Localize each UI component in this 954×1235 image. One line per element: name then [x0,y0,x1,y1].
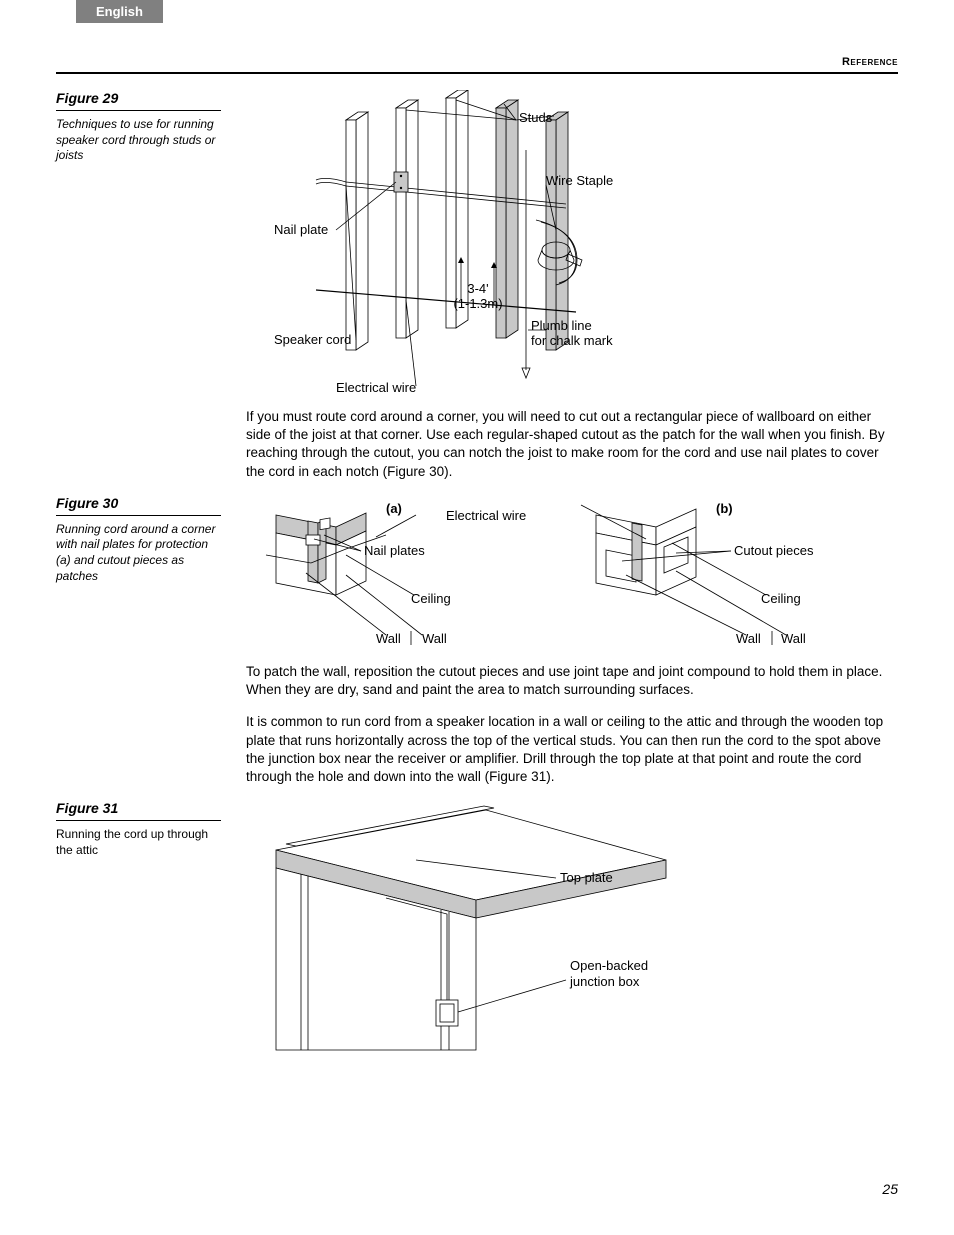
figure-30-diagram: (a) Electrical wire Nail plates Ceiling … [246,495,898,655]
figure-30-block: Figure 30 Running cord around a corner w… [56,495,898,655]
label-junction-1: Open-backed [570,958,648,973]
label-distance-1: 3-4' [467,281,488,296]
label-cutout: Cutout pieces [734,543,814,558]
figure-29-caption: Techniques to use for running speaker co… [56,117,221,164]
figure-29-diagram: Studs Wire Staple Nail plate 3-4' (1-1.3… [246,90,898,400]
label-wall-a2: Wall [422,631,447,646]
label-electrical-wire: Electrical wire [336,380,416,395]
label-plumb-1: Plumb line [531,318,592,333]
figure-31-diagram: Top plate Open-backed junction box [246,800,898,1060]
section-header: Reference [56,56,898,68]
label-wall-b2: Wall [781,631,806,646]
figure-31-block: Figure 31 Running the cord up through th… [56,800,898,1060]
label-distance-2: (1-1.3m) [453,296,502,311]
label-a: (a) [386,501,402,516]
figure-29-caption-col: Figure 29 Techniques to use for running … [56,90,246,164]
figure-31-caption: Running the cord up through the attic [56,827,221,858]
header-rule [56,72,898,74]
label-nail-plates: Nail plates [364,543,425,558]
label-nail-plate: Nail plate [274,222,328,237]
label-wall-b1: Wall [736,631,761,646]
label-junction-2: junction box [569,974,640,989]
figure-30-title: Figure 30 [56,495,221,516]
label-wire-staple: Wire Staple [546,173,613,188]
label-b: (b) [716,501,733,516]
figure-31-caption-col: Figure 31 Running the cord up through th… [56,800,246,858]
figure-30-caption: Running cord around a corner with nail p… [56,522,221,584]
label-speaker-cord: Speaker cord [274,332,351,347]
label-plumb-2: for chalk mark [531,333,613,348]
label-elec-wire-a: Electrical wire [446,508,526,523]
label-ceiling-b: Ceiling [761,591,801,606]
figure-29-block: Figure 29 Techniques to use for running … [56,90,898,400]
figure-30-caption-col: Figure 30 Running cord around a corner w… [56,495,246,584]
paragraph-2: To patch the wall, reposition the cutout… [246,663,898,699]
label-studs: Studs [519,110,553,125]
page-content: Figure 29 Techniques to use for running … [56,90,898,1068]
paragraph-1: If you must route cord around a corner, … [246,408,898,481]
language-tab: English [76,0,163,23]
label-top-plate: Top plate [560,870,613,885]
figure-29-title: Figure 29 [56,90,221,111]
label-ceiling-a: Ceiling [411,591,451,606]
paragraph-3: It is common to run cord from a speaker … [246,713,898,786]
label-wall-a1: Wall [376,631,401,646]
figure-31-title: Figure 31 [56,800,221,821]
page-number: 25 [882,1181,898,1197]
